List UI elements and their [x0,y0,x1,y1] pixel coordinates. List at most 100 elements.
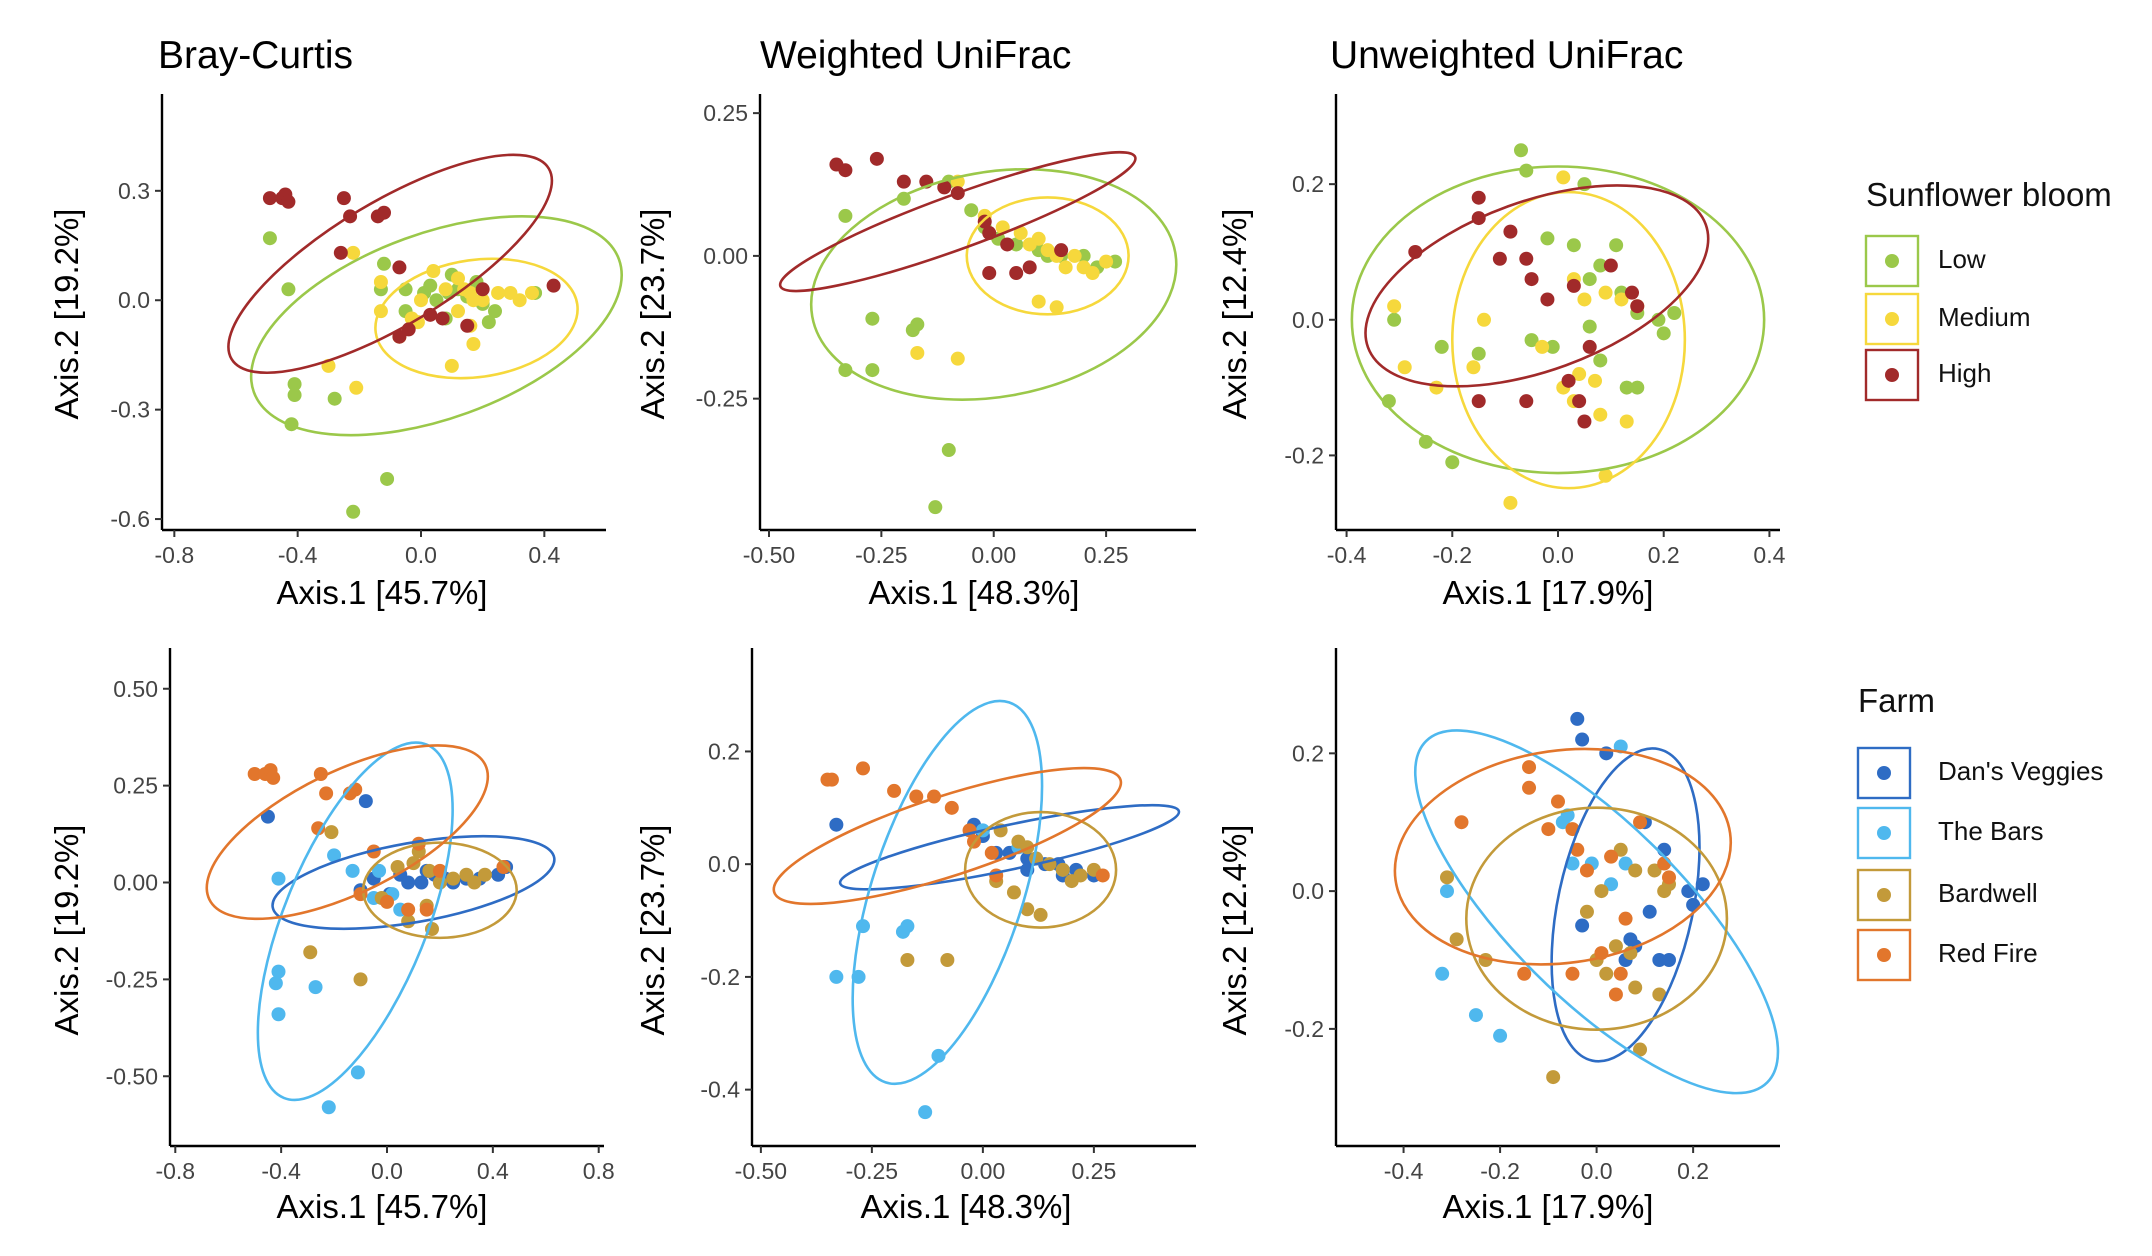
y-tick-label: 0.0 [708,851,740,877]
legend-label-the-bars: The Bars [1938,816,2044,846]
data-point [1619,380,1634,395]
y-axis-title: Axis.2 [19.2%] [48,825,85,1036]
confidence-ellipse-high [227,153,554,375]
data-point [1524,333,1539,348]
data-point [377,256,391,271]
data-point [856,761,870,776]
data-point [1582,272,1597,287]
data-point [1524,272,1539,287]
data-point [475,293,490,308]
data-point [419,902,434,917]
data-point [1642,904,1657,919]
data-point [380,471,395,486]
data-point [900,953,915,967]
data-point [311,821,326,836]
data-point [358,794,373,809]
data-point [435,311,450,326]
y-tick-label: 0.3 [118,178,150,204]
data-point [1656,326,1671,341]
data-point [319,786,334,801]
data-point [481,315,496,330]
x-tick-label: 0.0 [405,542,437,568]
y-tick-label: 0.2 [1292,171,1324,197]
data-point [1603,258,1618,273]
data-point [1565,966,1580,981]
data-point [1031,294,1046,309]
x-tick-label: 0.0 [371,1158,403,1184]
data-point [1000,237,1015,252]
data-point [268,976,283,991]
legend-title: Farm [1858,682,1935,719]
data-point [1471,346,1486,361]
data-point [1582,339,1597,354]
series-red-fire [1454,760,1676,1002]
data-point [1522,760,1537,775]
x-tick-label: -0.4 [261,1158,301,1184]
data-point [423,307,438,322]
data-point [944,800,959,815]
x-axis-title: Axis.1 [45.7%] [277,574,488,611]
data-point [262,191,277,206]
data-point [1593,258,1608,273]
data-point [1613,966,1628,981]
data-point [1020,902,1035,917]
data-point [1033,907,1048,922]
data-point [475,282,490,297]
data-point [1566,238,1581,253]
y-axis-title: Axis.2 [12.4%] [1216,209,1253,420]
data-point [1535,339,1550,354]
y-axis-title: Axis.2 [19.2%] [48,209,85,420]
data-point [1647,863,1662,878]
data-point [1579,863,1594,878]
data-point [327,848,342,863]
y-tick-label: -0.2 [700,964,740,990]
y-tick-label: -0.3 [110,397,150,423]
data-point [1619,414,1634,429]
data-point [1387,312,1402,327]
data-point [909,789,924,804]
data-point [1561,373,1576,388]
data-point [1540,231,1555,246]
data-point [333,245,348,260]
panel-unweighted-unifrac-farm: Axis.1 [17.9%] Axis.2 [12.4%] -0.4 -0.2 0.… [1216,648,1780,1225]
confidence-ellipse-red-fire [1393,747,1733,966]
data-point [851,969,866,984]
data-point [446,871,461,886]
data-point [1067,248,1082,263]
data-point [271,964,286,979]
data-point [1545,339,1560,354]
data-point [865,311,880,326]
data-point [1598,285,1613,300]
plot-area: -0.8 -0.4 0.0 0.4 0.8 0.50 0.25 0.00 -0.25 -0.50 [106,648,615,1184]
data-point [1006,885,1021,900]
data-point [432,863,447,878]
confidence-ellipse-high [1364,184,1710,388]
panel-bray-curtis-bloom: Bray-Curtis Axis.1 [45.7%] Axis.2 [19.2%… [48,34,623,611]
x-tick-label: 0.8 [583,1158,615,1184]
data-point [496,860,511,874]
plot-area: -0.4 -0.2 0.0 0.2 0.2 0.0 -0.2 [1284,648,1780,1184]
data-point [1630,380,1645,395]
plot-area: -0.50 -0.25 0.00 0.25 0.25 0.00 -0.25 [696,94,1196,568]
data-point [422,863,437,878]
legend-sunflower-bloom: Sunflower bloom Low Medium High [1864,176,2112,402]
data-point [869,151,884,166]
data-point [1095,868,1110,883]
x-tick-label: 0.25 [1084,542,1129,568]
data-point [346,504,361,519]
series-low [262,231,543,519]
plot-area: -0.8 -0.4 0.0 0.4 0.3 0.0 -0.3 -0.6 [110,94,623,568]
data-point [1662,953,1676,967]
data-point [327,391,342,406]
legend-title: Sunflower bloom [1866,176,2112,213]
data-point [1579,904,1594,919]
data-point [349,380,364,395]
confidence-ellipse-dan-s-veggies [838,803,1181,891]
confidence-ellipse-low [1350,165,1766,475]
legend-label-low: Low [1938,244,1986,274]
data-point [451,271,465,286]
x-tick-label: -0.2 [1432,542,1472,568]
data-point [1575,918,1590,933]
data-point [477,867,492,882]
data-point [348,782,363,797]
